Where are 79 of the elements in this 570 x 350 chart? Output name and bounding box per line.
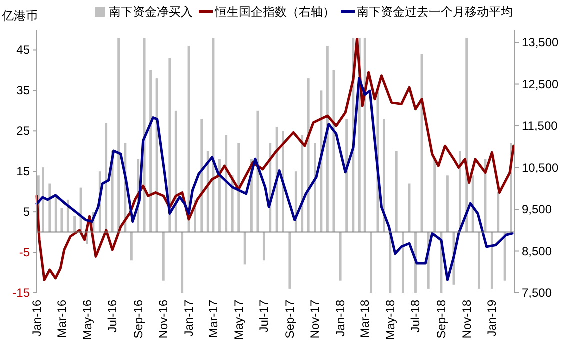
bar — [54, 196, 58, 232]
x-tick-label: Sep-18 — [434, 300, 448, 339]
bar — [364, 38, 366, 232]
bar — [314, 143, 316, 232]
legend-item: 恒生国企指数（右轴） — [199, 5, 335, 19]
x-tick-label: Nov-18 — [460, 300, 474, 339]
x-tick-label: Jan-17 — [182, 300, 196, 337]
y-tick-label: 45 — [16, 43, 30, 58]
x-tick-label: Jan-19 — [485, 300, 500, 337]
x-tick-label: Jul-18 — [408, 300, 423, 333]
legend-item: 南下资金过去一个月移动平均 — [341, 5, 513, 19]
x-tick-label: May-18 — [383, 300, 398, 340]
y-tick-label: 5 — [23, 205, 30, 220]
y-tick-label: 35 — [16, 84, 30, 98]
x-tick-label: May-16 — [80, 300, 94, 340]
bar — [332, 70, 336, 232]
x-tick-label: Sep-17 — [282, 300, 297, 339]
bar — [288, 232, 292, 289]
x-tick-label: Sep-16 — [131, 300, 146, 339]
y2-tick-label: 13,500 — [522, 36, 560, 50]
bar — [256, 110, 260, 232]
bar — [181, 232, 184, 293]
bar — [389, 232, 392, 293]
bar — [150, 70, 152, 232]
bar — [478, 232, 480, 289]
bar — [466, 38, 468, 232]
y-tick-label: -5 — [19, 246, 30, 260]
bar — [446, 176, 449, 232]
y2-tick-label: 9,500 — [522, 202, 552, 217]
legend-item: 南下资金净买入 — [95, 5, 193, 19]
bar — [174, 110, 178, 232]
bar — [118, 38, 120, 232]
x-tick-label: Jul-16 — [106, 300, 120, 333]
x-tick-label: Mar-18 — [358, 300, 372, 338]
bar — [225, 135, 228, 232]
bar — [218, 159, 221, 232]
bar — [370, 232, 373, 293]
bar — [307, 78, 310, 232]
bar — [472, 176, 474, 232]
x-tick-label: Jan-16 — [30, 300, 44, 337]
y2-tick-label: 12,500 — [522, 77, 560, 92]
bar — [130, 232, 133, 261]
bar — [346, 119, 348, 232]
bar — [244, 232, 246, 265]
bar — [42, 168, 44, 232]
bar — [105, 123, 108, 232]
x-tick-label: Mar-17 — [206, 300, 220, 338]
y2-tick-label: 10,500 — [522, 160, 560, 175]
y2-tick-label: 7,500 — [522, 286, 552, 300]
bar — [382, 119, 386, 232]
y-tick-label: 25 — [16, 124, 30, 138]
y2-tick-label: 8,500 — [522, 244, 552, 258]
bar — [326, 46, 329, 232]
x-tick-label: Mar-16 — [54, 300, 69, 338]
bar — [339, 232, 342, 281]
bar — [200, 119, 204, 232]
bar — [402, 232, 404, 293]
x-tick-label: Nov-16 — [156, 300, 171, 339]
x-tick-label: May-17 — [232, 300, 246, 340]
y-tick-label: 15 — [16, 164, 30, 179]
bar — [60, 208, 64, 232]
y-axis-title: 亿港币 — [1, 9, 38, 23]
x-tick-label: Jul-17 — [257, 300, 272, 333]
bar — [162, 232, 165, 281]
bar — [74, 216, 76, 232]
x-tick-label: Jan-18 — [334, 300, 348, 337]
bar — [143, 38, 146, 232]
y2-tick-label: 11,500 — [522, 119, 558, 134]
bar — [497, 192, 500, 232]
y-tick-label: -15 — [12, 286, 30, 300]
bar — [434, 159, 436, 232]
x-tick-label: Nov-17 — [308, 300, 322, 339]
bar — [168, 58, 172, 232]
bar — [238, 143, 240, 232]
bar — [206, 151, 210, 232]
bar — [48, 184, 52, 232]
bar — [490, 232, 494, 289]
bar — [395, 151, 398, 232]
bar — [262, 232, 266, 261]
